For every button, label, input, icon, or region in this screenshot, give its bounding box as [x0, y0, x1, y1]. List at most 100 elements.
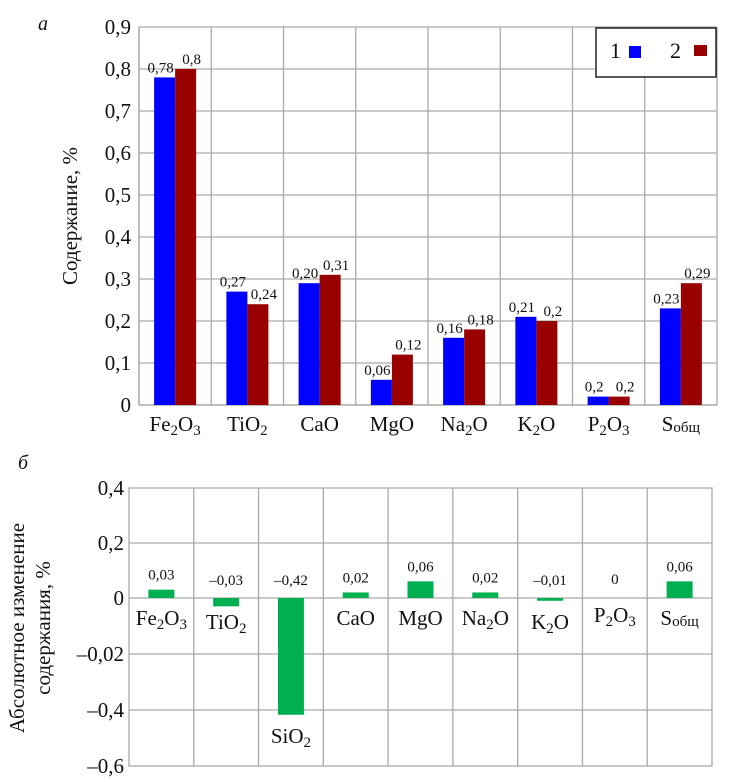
- bar-series-2: [319, 274, 341, 405]
- bar-change: [537, 598, 564, 601]
- bar-series-2: [680, 283, 702, 405]
- category-label-subscript: общ: [673, 420, 700, 436]
- category-label-base: MgO: [398, 606, 442, 630]
- y-tick-label: –0,4: [86, 698, 124, 722]
- y-tick-label: 0,4: [98, 476, 125, 500]
- data-label: 0,29: [684, 266, 710, 282]
- bar-series-1: [443, 337, 465, 405]
- data-label: 0,06: [364, 363, 391, 379]
- bar-series-2: [391, 354, 413, 405]
- data-label: 0,8: [182, 52, 201, 68]
- y-tick-label: 0,4: [105, 225, 132, 249]
- bar-series-2: [608, 396, 630, 405]
- legend-swatch-2: [694, 45, 707, 56]
- data-label: 0,02: [343, 570, 369, 586]
- category-label-subscript: 2: [171, 423, 179, 439]
- category-label-subscript: 3: [193, 423, 201, 439]
- category-label-mid: O: [473, 412, 488, 436]
- x-tick-label: Na2O: [441, 412, 488, 439]
- bar-series-1: [298, 283, 320, 405]
- x-tick-label: Na2O: [462, 606, 509, 633]
- data-label: 0,18: [468, 312, 494, 328]
- category-label-subscript: 2: [260, 423, 268, 439]
- y-tick-label: –0,02: [76, 642, 124, 666]
- category-label-mid: O: [540, 412, 555, 436]
- category-label-base: Fe: [150, 412, 171, 436]
- category-label-mid: O: [613, 603, 628, 627]
- data-label: 0,24: [251, 287, 278, 303]
- bar-change: [666, 581, 693, 598]
- panel-label-a: а: [38, 13, 48, 35]
- category-label-subscript: 2: [486, 617, 494, 633]
- category-label-subscript: 2: [239, 621, 247, 637]
- x-tick-label: TiO2: [206, 610, 247, 637]
- data-label: 0: [611, 572, 619, 588]
- category-label-base: CaO: [336, 606, 375, 630]
- legend-label-1: 1: [610, 38, 621, 63]
- y-axis-label: Содержание, %: [58, 147, 82, 285]
- category-label-subscript: 2: [606, 614, 614, 630]
- y-tick-label: 0,6: [105, 141, 131, 165]
- x-tick-label: P2O3: [588, 412, 630, 439]
- category-label-base: TiO: [206, 610, 239, 634]
- category-label-subscript: 2: [533, 423, 541, 439]
- bar-change: [407, 581, 434, 598]
- y-tick-label: 0,9: [105, 15, 131, 39]
- bar-series-1: [226, 291, 248, 405]
- bar-change: [213, 598, 240, 607]
- y-tick-label: 0,8: [105, 57, 131, 81]
- category-label-base: SiO: [271, 724, 304, 748]
- y-tick-label: 0: [114, 586, 125, 610]
- category-label-base: Na: [462, 606, 487, 630]
- y-tick-label: 0,5: [105, 183, 131, 207]
- category-label-subscript: 2: [304, 735, 312, 751]
- bar-series-1: [515, 316, 537, 405]
- x-tick-label: P2O3: [594, 603, 636, 630]
- category-label-base: P: [588, 412, 600, 436]
- bar-series-1: [659, 308, 681, 405]
- legend-swatch-1: [629, 46, 641, 58]
- bar-change: [342, 592, 369, 598]
- data-label: 0,27: [220, 275, 247, 291]
- category-label-subscript: 2: [546, 621, 554, 637]
- category-label-base: K: [517, 412, 532, 436]
- y-axis-label-line2: содержания, %: [31, 561, 55, 695]
- chart-b: б0,40,20–0,02–0,4–0,60,03Fe2O3–0,03TiO2–…: [5, 452, 713, 778]
- x-tick-label: MgO: [370, 412, 414, 436]
- data-label: 0,2: [616, 380, 635, 396]
- data-label: 0,03: [148, 568, 174, 584]
- y-tick-label: 0,2: [98, 531, 124, 555]
- x-tick-label: TiO2: [227, 412, 268, 439]
- bar-series-1: [587, 396, 609, 405]
- bar-series-2: [536, 321, 558, 405]
- y-tick-label: 0,1: [105, 351, 131, 375]
- x-tick-label: CaO: [336, 606, 375, 630]
- category-label-subscript: 2: [599, 423, 607, 439]
- category-label-base: MgO: [370, 412, 414, 436]
- bar-series-1: [370, 379, 392, 405]
- x-tick-label: K2O: [531, 610, 569, 637]
- category-label-base: P: [594, 603, 606, 627]
- category-label-subscript: 3: [179, 617, 187, 633]
- x-tick-label: MgO: [398, 606, 442, 630]
- category-label-mid: O: [554, 610, 569, 634]
- x-tick-label: Sобщ: [660, 606, 699, 630]
- bar-change: [148, 589, 175, 598]
- category-label-base: K: [531, 610, 546, 634]
- category-label-base: Na: [441, 412, 466, 436]
- y-tick-label: 0: [121, 393, 132, 417]
- category-label-subscript: общ: [672, 614, 699, 630]
- category-label-mid: O: [494, 606, 509, 630]
- data-label: 0,06: [666, 559, 693, 575]
- panel-label-b: б: [18, 452, 29, 474]
- category-label-subscript: 3: [622, 423, 630, 439]
- category-label-mid: O: [178, 412, 193, 436]
- category-label-mid: O: [164, 606, 179, 630]
- category-label-base: S: [660, 606, 672, 630]
- bar-series-2: [175, 69, 197, 405]
- category-label-subscript: 2: [157, 617, 165, 633]
- data-label: –0,03: [208, 573, 243, 589]
- data-label: –0,01: [532, 573, 567, 589]
- chart-a: а00,10,20,30,40,50,60,70,80,90,780,8Fe2O…: [38, 13, 718, 439]
- data-label: 0,20: [292, 266, 318, 282]
